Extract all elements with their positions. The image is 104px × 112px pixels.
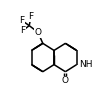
Text: F: F bbox=[28, 12, 33, 22]
Text: F: F bbox=[20, 26, 26, 35]
Text: O: O bbox=[62, 76, 69, 85]
Text: NH: NH bbox=[79, 60, 92, 69]
Text: O: O bbox=[34, 28, 41, 37]
Text: F: F bbox=[19, 16, 24, 25]
